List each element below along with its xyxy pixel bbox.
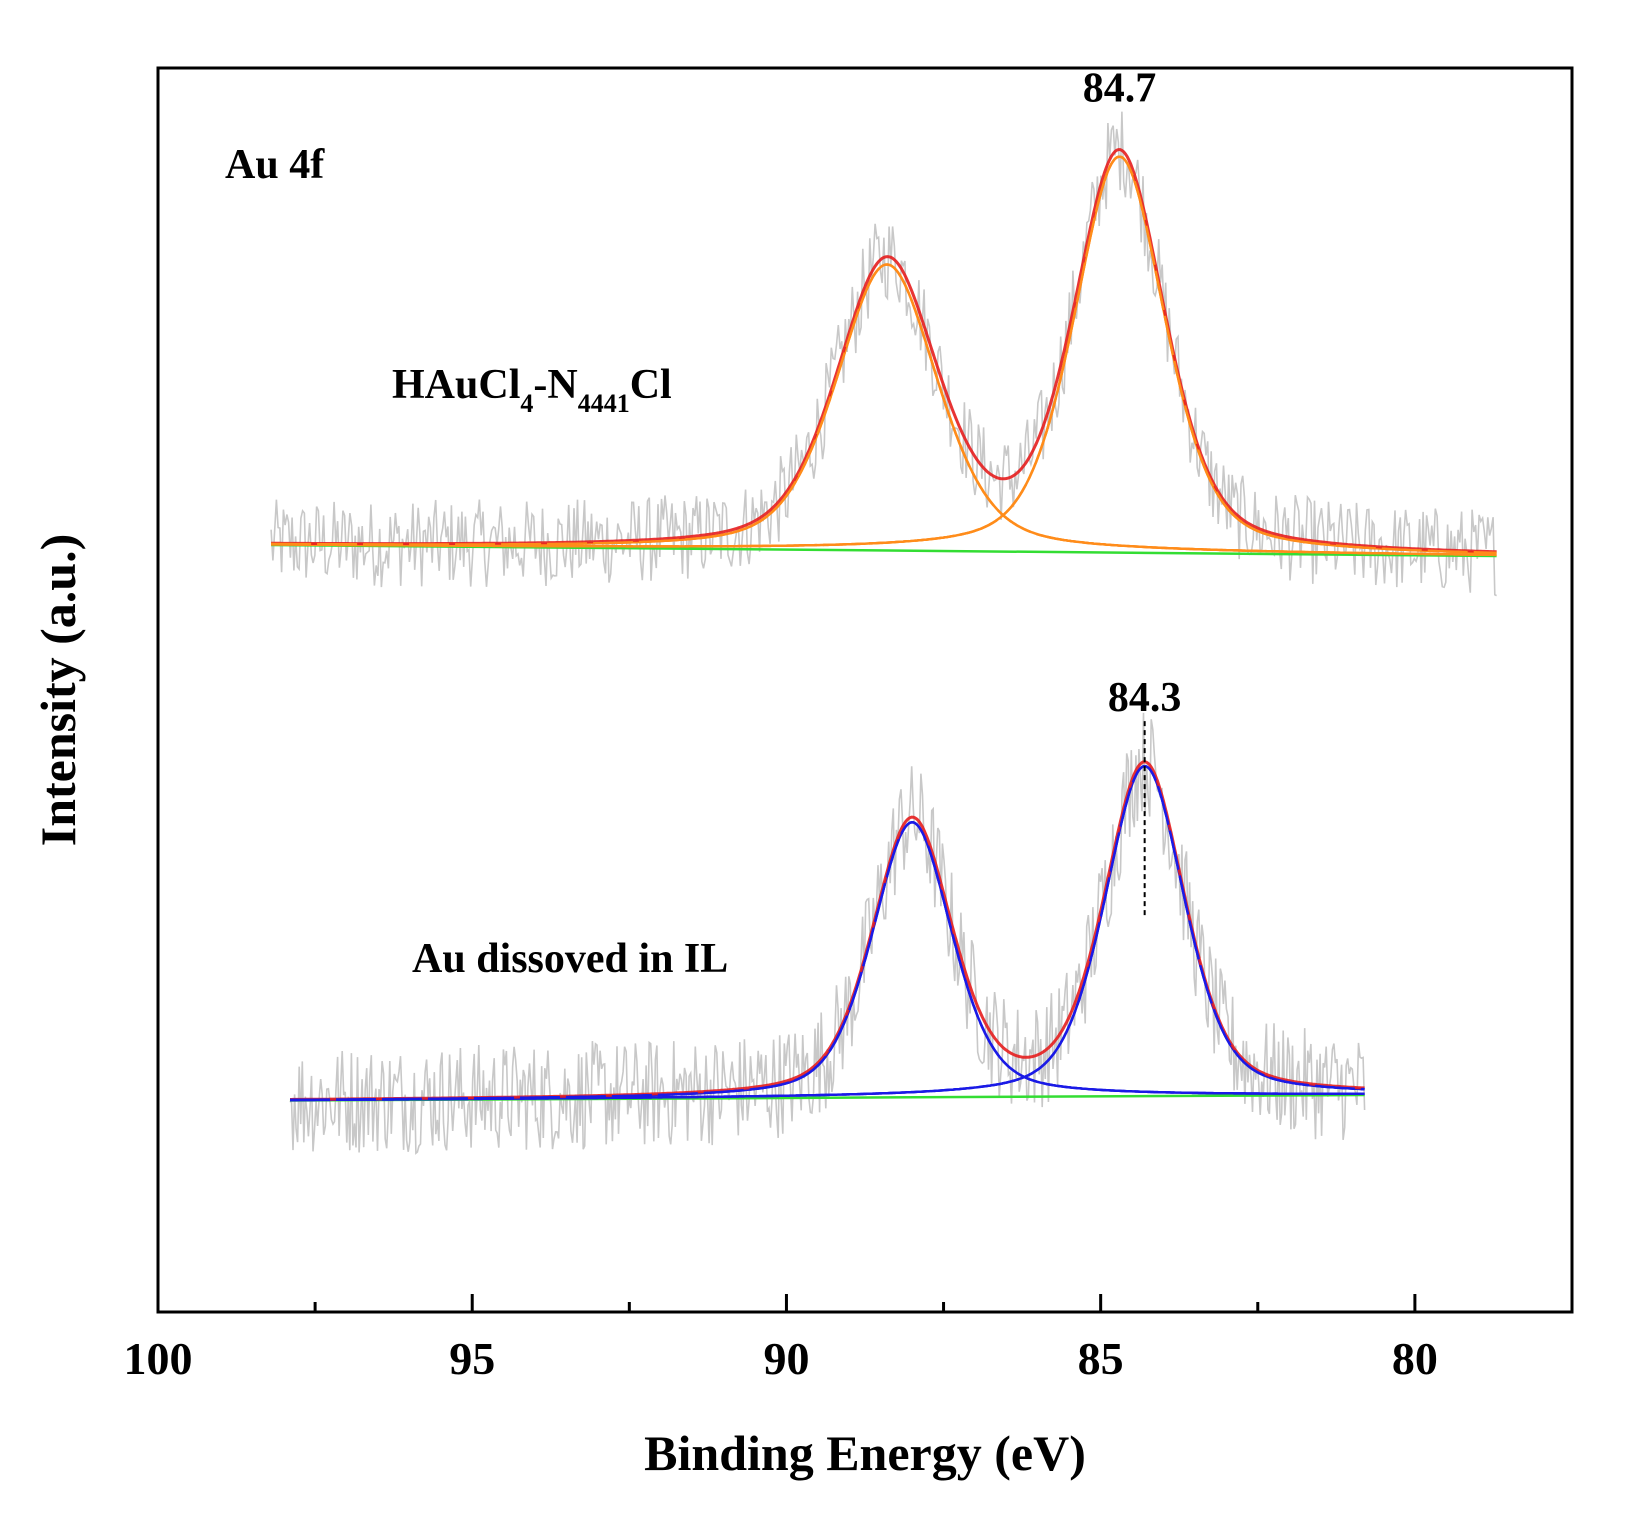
spectrum-label-upper-label_main: HAuCl [392,362,520,408]
spectrum-label-upper-label_tail: Cl [630,362,672,408]
fit-peak-overlay-2-2 [290,764,1365,1102]
plot-frame [156,66,1574,1314]
x-tick-label: 85 [1078,1333,1124,1384]
spectrum-label-upper-label_mid: -N [533,362,577,408]
spectrum-label-upper-label_sub2: 4441 [578,389,630,418]
fit-peak-overlay-1-1 [271,263,1497,557]
fit-peak-overlay-2-1 [290,821,1365,1102]
spectrum-label-lower: Au dissoved in IL [412,936,728,982]
raw-spectrum-1 [270,111,1497,597]
fit-peak-overlay-1-2 [271,155,1497,555]
fit-peak-1-2 [271,155,1497,555]
spectrum-label-upper: HAuCl4-N4441Cl [392,362,672,418]
peak-label-1: 84.7 [1083,66,1157,112]
x-tick-label: 95 [449,1333,495,1384]
x-ticks: 100 95 90 85 80 [124,1294,1574,1384]
fit-curves-layer [271,148,1497,1102]
annotations: 84.7 84.3 Binding Energy (eV) Intensity (a.… [30,66,1181,1481]
fit-peak-1-1 [271,263,1497,557]
panel-label: Au 4f [225,142,325,188]
spectrum-label-upper-label_sub1: 4 [520,389,533,418]
peak-label-2: 84.3 [1108,675,1182,721]
raw-data-layer [270,111,1497,1155]
raw-spectrum-2 [289,712,1366,1155]
fit-envelope-1 [271,148,1497,554]
x-axis-title: Binding Energy (eV) [644,1425,1086,1481]
x-tick-label: 90 [763,1333,809,1384]
y-axis-title: Intensity (a.u.) [30,534,86,847]
x-tick-label: 100 [124,1333,193,1384]
x-tick-label: 80 [1392,1333,1438,1384]
